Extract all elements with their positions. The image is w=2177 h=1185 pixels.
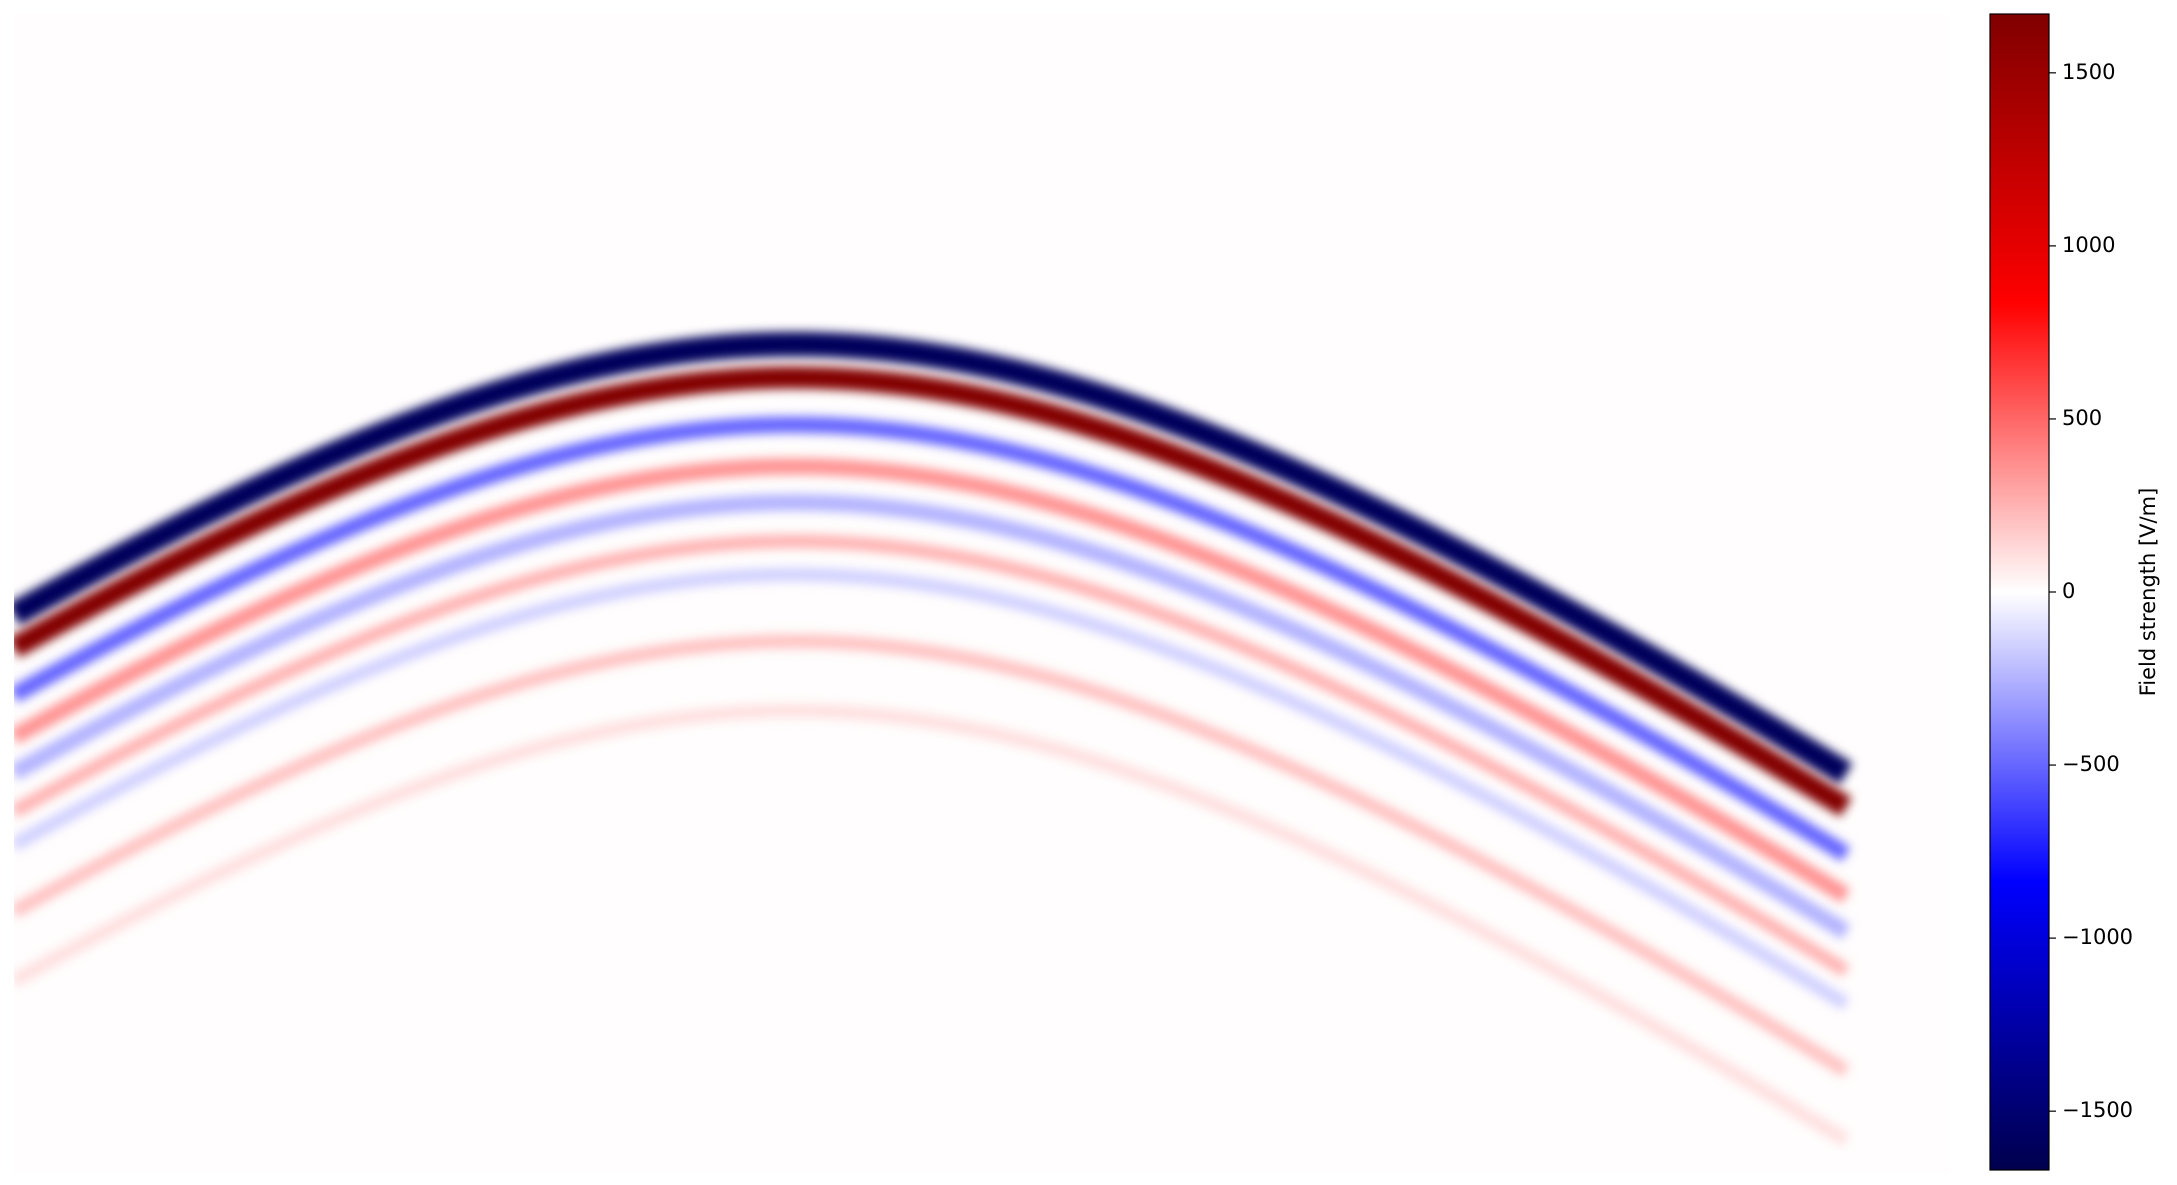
reflection [14, 494, 1851, 940]
field [14, 149, 1855, 1147]
reflection [14, 703, 1850, 1147]
reflection [14, 534, 1850, 977]
colorbar-tick-label: −500 [2062, 752, 2120, 776]
colorbar-tick-label: −1000 [2062, 925, 2133, 949]
reflection [14, 416, 1851, 862]
colorbar-tick-label: 500 [2062, 406, 2102, 430]
colorbar-tick-label: 1500 [2062, 60, 2115, 84]
colorbar-tick-label: 0 [2062, 579, 2075, 603]
reflection [14, 634, 1850, 1077]
colorbar [1989, 13, 2050, 1171]
reflection [14, 366, 1852, 817]
reflection [14, 458, 1851, 904]
colorbar-tick-label: −1500 [2062, 1098, 2133, 1122]
reflection [14, 331, 1853, 785]
colorbar-label: Field strength [V/m] [2136, 488, 2160, 697]
colorbar-tick-label: 1000 [2062, 233, 2115, 257]
reflection [14, 567, 1850, 1011]
